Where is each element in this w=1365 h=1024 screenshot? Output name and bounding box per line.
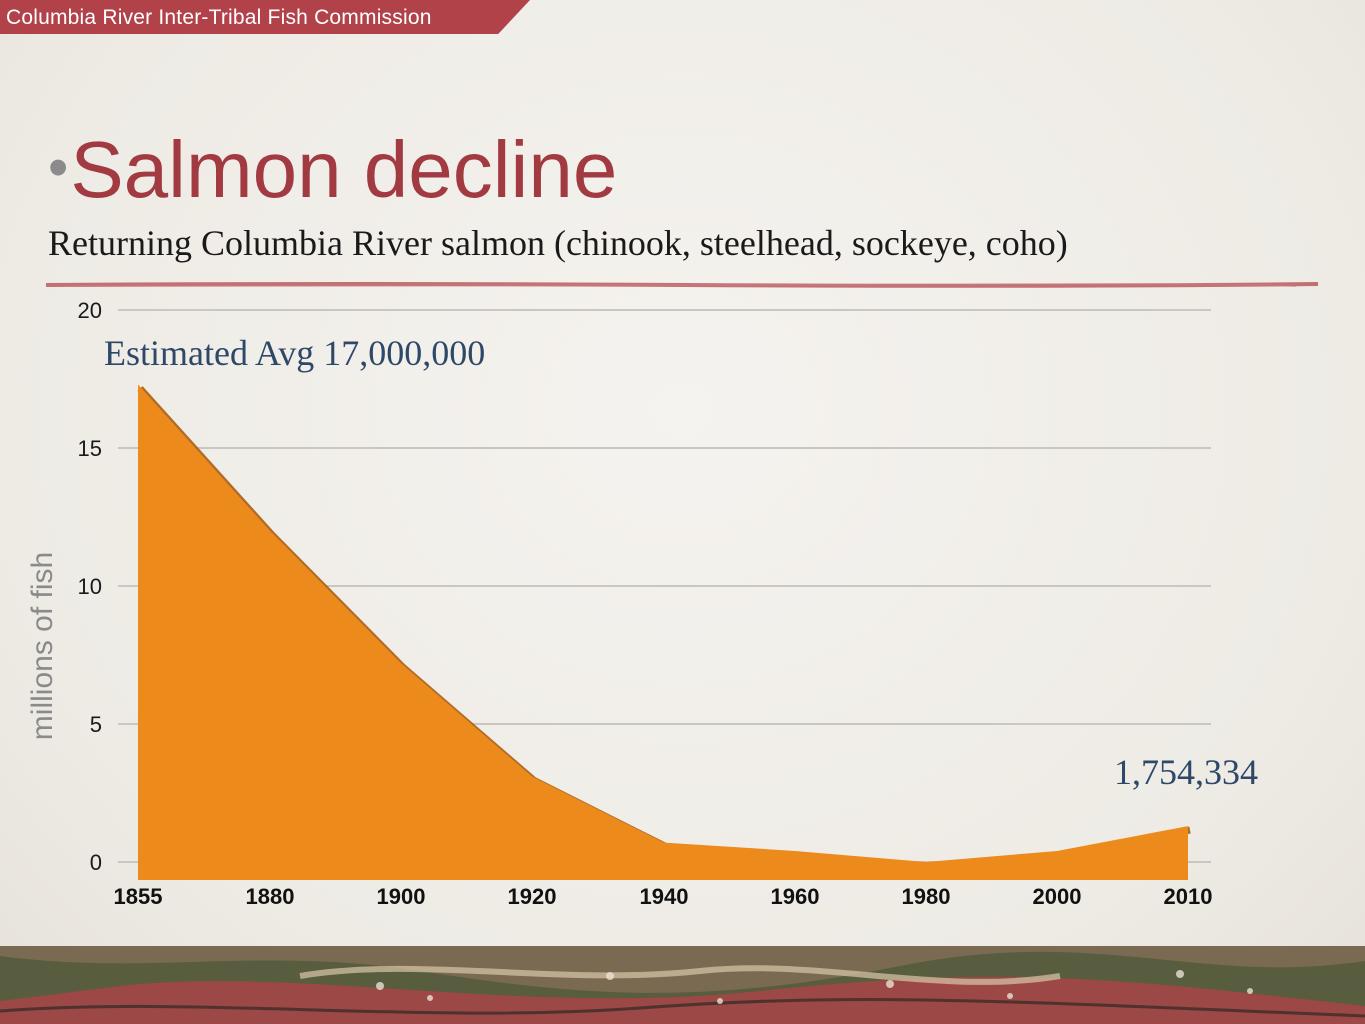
title-bullet: • — [48, 135, 69, 200]
x-tick-label-1980: 1980 — [902, 884, 951, 909]
x-tick-label-2010: 2010 — [1164, 884, 1213, 909]
y-tick-label-0: 0 — [90, 850, 102, 875]
y-tick-label-15: 15 — [78, 436, 102, 461]
x-tick-label-1900: 1900 — [377, 884, 426, 909]
y-tick-label-10: 10 — [78, 574, 102, 599]
x-tick-label-1920: 1920 — [508, 884, 557, 909]
annotation-end-value: 1,754,334 — [1114, 752, 1258, 792]
watercolor-salmon-illustration — [0, 946, 1365, 1024]
x-tick-label-1855: 1855 — [114, 884, 163, 909]
slide-title: •Salmon decline — [48, 122, 617, 226]
axis-layer: 0 5 10 15 20 millions of fish 1855 1880 1900 1920… — [26, 298, 1212, 909]
x-tick-label-2000: 2000 — [1033, 884, 1082, 909]
area-series — [138, 384, 1188, 880]
annotation-layer: Estimated Avg 17,000,000 1,754,334 — [104, 333, 1258, 792]
slide-subtitle: Returning Columbia River salmon (chinook… — [48, 223, 1068, 263]
x-tick-label-1880: 1880 — [246, 884, 295, 909]
salmon-area-chart: 0 5 10 15 20 millions of fish 1855 1880 1900 1920… — [26, 298, 1258, 909]
brush-divider — [46, 282, 1318, 288]
y-tick-label-5: 5 — [90, 712, 102, 737]
annotation-start-average: Estimated Avg 17,000,000 — [104, 333, 485, 373]
slide-title-text: Salmon decline — [70, 125, 618, 214]
header-band: Columbia River Inter-Tribal Fish Commiss… — [0, 0, 530, 34]
y-tick-label-20: 20 — [78, 298, 102, 323]
organization-name: Columbia River Inter-Tribal Fish Commiss… — [6, 6, 432, 29]
area-layer — [137, 384, 1191, 880]
y-axis-title: millions of fish — [26, 552, 59, 740]
x-tick-label-1940: 1940 — [640, 884, 689, 909]
x-tick-label-1960: 1960 — [771, 884, 820, 909]
